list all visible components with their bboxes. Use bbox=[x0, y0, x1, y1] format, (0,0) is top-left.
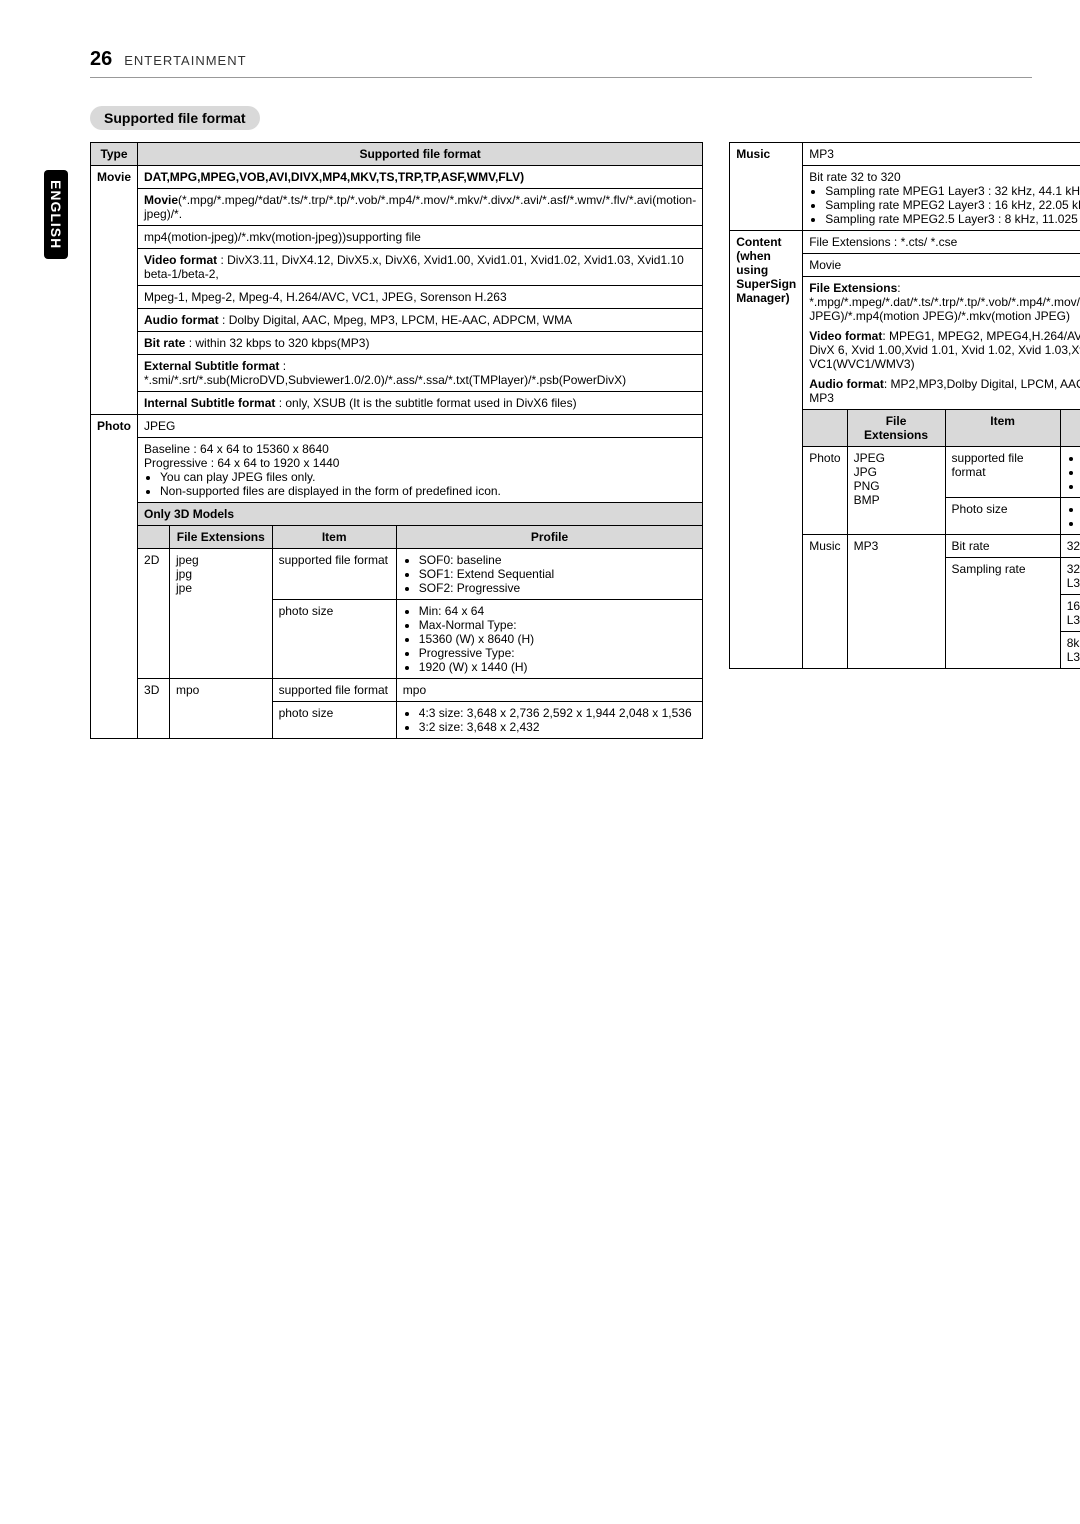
content-label: Content (when using SuperSign Manager) bbox=[730, 231, 803, 669]
movie-formats: DAT,MPG,MPEG,VOB,AVI,DIVX,MP4,MKV,TS,TRP… bbox=[138, 166, 703, 189]
music-label: Music bbox=[730, 143, 803, 231]
music-mp3: MP3 bbox=[803, 143, 1080, 166]
row-2d-profile1: SOF0: baseline SOF1: Extend Sequential S… bbox=[396, 549, 702, 600]
music-sampling: Bit rate 32 to 320 Sampling rate MPEG1 L… bbox=[803, 166, 1080, 231]
photo-jpeg: JPEG bbox=[138, 415, 703, 438]
movie-video-format: Video format : DivX3.11, DivX4.12, DivX5… bbox=[138, 249, 703, 286]
content-area: Supported file format Type Supported fil… bbox=[90, 106, 1032, 739]
columns: Type Supported file format Movie DAT,MPG… bbox=[90, 142, 1032, 739]
movie-audio-format: Audio format : Dolby Digital, AAC, Mpeg,… bbox=[138, 309, 703, 332]
row-2d-profile2: Min: 64 x 64 Max-Normal Type: 15360 (W) … bbox=[396, 600, 702, 679]
page-number: 26 bbox=[90, 48, 112, 71]
content-movie: Movie bbox=[803, 254, 1080, 277]
movie-file-pattern: Movie(*.mpg/*.mpeg/*dat/*.ts/*.trp/*.tp/… bbox=[138, 189, 703, 226]
row-2d-a: 2D jpeg jpg jpe supported file format SO… bbox=[91, 549, 703, 600]
content-photo-prof2: Min: 64 x 64 Max Type: 1366 x 768 bbox=[1060, 498, 1080, 535]
language-tab: ENGLISH bbox=[44, 170, 68, 259]
hdr-type: Type bbox=[91, 143, 138, 166]
content-fileext: File Extensions : *.cts/ *.cse bbox=[803, 231, 1080, 254]
music-row: Music MP3 bbox=[730, 143, 1080, 166]
content-movie-detail: File Extensions: *.mpg/*.mpeg/*.dat/*.ts… bbox=[803, 277, 1080, 410]
movie-bitrate: Bit rate : within 32 kbps to 320 kbps(MP… bbox=[138, 332, 703, 355]
movie-row: Movie DAT,MPG,MPEG,VOB,AVI,DIVX,MP4,MKV,… bbox=[91, 166, 703, 189]
hdr-format: Supported file format bbox=[138, 143, 703, 166]
page-section-title: ENTERTAINMENT bbox=[124, 53, 246, 68]
photo-label: Photo bbox=[91, 415, 138, 739]
movie-codecs: Mpeg-1, Mpeg-2, Mpeg-4, H.264/AVC, VC1, … bbox=[138, 286, 703, 309]
movie-int-subtitle: Internal Subtitle format : only, XSUB (I… bbox=[138, 392, 703, 415]
left-column: Type Supported file format Movie DAT,MPG… bbox=[90, 142, 703, 739]
movie-supporting: mp4(motion-jpeg)/*.mkv(motion-jpeg))supp… bbox=[138, 226, 703, 249]
movie-ext-subtitle: External Subtitle format : *.smi/*.srt/*… bbox=[138, 355, 703, 392]
section-pill: Supported file format bbox=[90, 106, 260, 130]
left-table: Type Supported file format Movie DAT,MPG… bbox=[90, 142, 703, 739]
photo-subheader: File Extensions Item Profile bbox=[91, 526, 703, 549]
content-photo-prof1: SOF0: baseline SOF1: Extend Sequential S… bbox=[1060, 447, 1080, 498]
page-header: 26 ENTERTAINMENT bbox=[90, 48, 1032, 78]
photo-row: Photo JPEG bbox=[91, 415, 703, 438]
content-row: Content (when using SuperSign Manager) F… bbox=[730, 231, 1080, 254]
table-header-row: Type Supported file format bbox=[91, 143, 703, 166]
movie-label: Movie bbox=[91, 166, 138, 415]
right-table: Music MP3 Bit rate 32 to 320 Sampling ra… bbox=[729, 142, 1080, 669]
row-3d-profile2: 4:3 size: 3,648 x 2,736 2,592 x 1,944 2,… bbox=[396, 702, 702, 739]
only-3d-label: Only 3D Models bbox=[138, 503, 703, 526]
right-column: Music MP3 Bit rate 32 to 320 Sampling ra… bbox=[729, 142, 1080, 669]
photo-spec: Baseline : 64 x 64 to 15360 x 8640 Progr… bbox=[138, 438, 703, 503]
row-3d-a: 3D mpo supported file format mpo bbox=[91, 679, 703, 702]
